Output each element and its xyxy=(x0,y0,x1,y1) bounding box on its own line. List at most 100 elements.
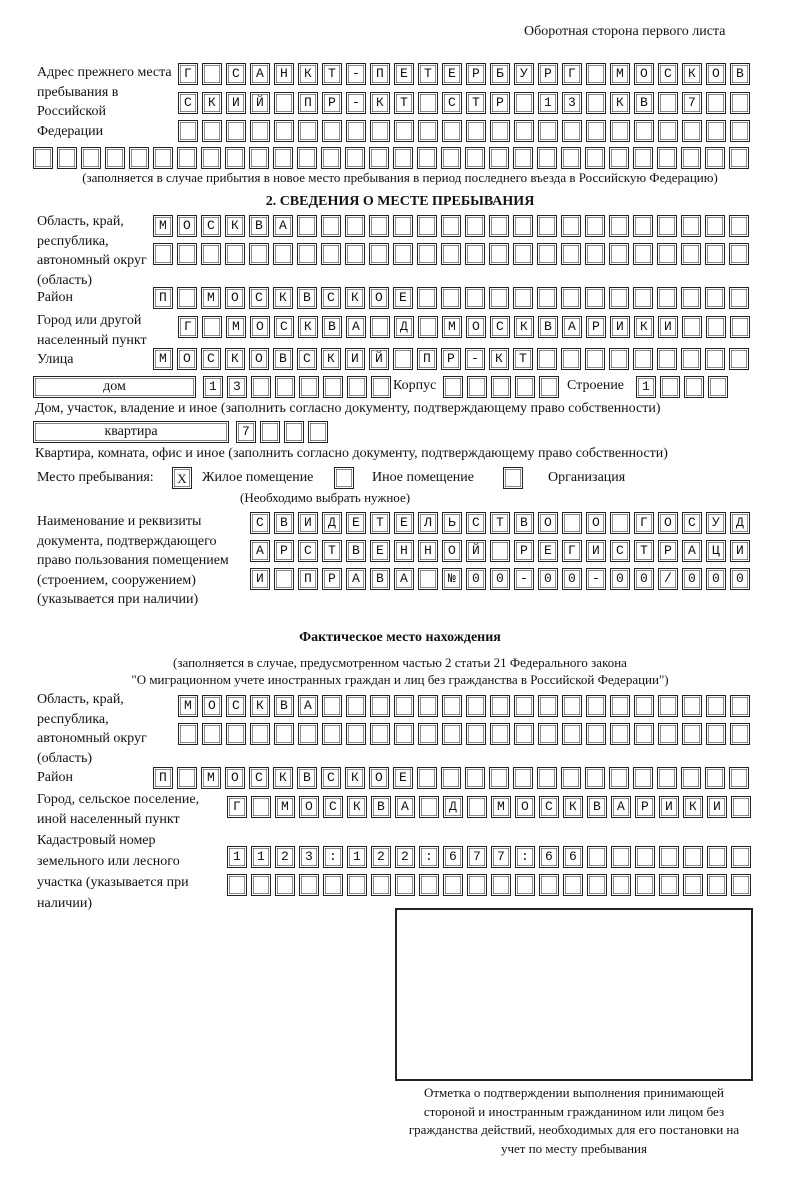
char-cell[interactable] xyxy=(633,215,653,237)
char-cell[interactable] xyxy=(418,92,438,114)
char-cell[interactable] xyxy=(226,723,246,745)
char-cell[interactable] xyxy=(393,215,413,237)
char-cell[interactable] xyxy=(178,92,198,114)
char-cell[interactable] xyxy=(297,287,317,309)
char-cell[interactable] xyxy=(489,348,509,370)
char-cell[interactable] xyxy=(321,767,341,789)
char-cell[interactable] xyxy=(418,540,438,562)
char-cell[interactable] xyxy=(153,243,173,265)
char-cell[interactable] xyxy=(441,767,461,789)
char-cell[interactable] xyxy=(298,512,318,534)
char-cell[interactable] xyxy=(371,846,391,868)
char-cell[interactable] xyxy=(393,348,413,370)
char-cell[interactable] xyxy=(658,723,678,745)
char-cell[interactable] xyxy=(682,63,702,85)
char-cell[interactable] xyxy=(465,767,485,789)
char-cell[interactable] xyxy=(369,147,389,169)
prev-address-row-3[interactable] xyxy=(178,120,754,142)
char-cell[interactable] xyxy=(442,92,462,114)
char-cell[interactable] xyxy=(274,316,294,338)
char-cell[interactable] xyxy=(563,874,583,896)
char-cell[interactable] xyxy=(657,215,677,237)
char-cell[interactable] xyxy=(321,348,341,370)
char-cell[interactable] xyxy=(537,767,557,789)
char-cell[interactable] xyxy=(561,243,581,265)
char-cell[interactable] xyxy=(681,215,701,237)
char-cell[interactable] xyxy=(394,316,414,338)
char-cell[interactable] xyxy=(539,796,559,818)
char-cell[interactable] xyxy=(418,723,438,745)
char-cell[interactable] xyxy=(730,695,750,717)
char-cell[interactable] xyxy=(322,92,342,114)
char-cell[interactable] xyxy=(729,147,749,169)
char-cell[interactable] xyxy=(322,316,342,338)
option-checkbox-other[interactable] xyxy=(334,467,354,489)
char-cell[interactable] xyxy=(465,215,485,237)
char-cell[interactable] xyxy=(682,316,702,338)
char-cell[interactable] xyxy=(394,540,414,562)
char-cell[interactable] xyxy=(322,540,342,562)
char-cell[interactable] xyxy=(203,376,223,398)
char-cell[interactable] xyxy=(706,568,726,590)
char-cell[interactable] xyxy=(227,796,247,818)
char-cell[interactable] xyxy=(730,568,750,590)
char-cell[interactable] xyxy=(705,767,725,789)
char-cell[interactable] xyxy=(299,376,319,398)
char-cell[interactable] xyxy=(322,568,342,590)
char-cell[interactable] xyxy=(681,767,701,789)
char-cell[interactable] xyxy=(249,287,269,309)
char-cell[interactable] xyxy=(611,796,631,818)
char-cell[interactable] xyxy=(202,316,222,338)
char-cell[interactable] xyxy=(515,846,535,868)
char-cell[interactable] xyxy=(513,147,533,169)
char-cell[interactable] xyxy=(347,376,367,398)
char-cell[interactable] xyxy=(707,874,727,896)
char-cell[interactable] xyxy=(369,215,389,237)
char-cell[interactable] xyxy=(731,874,751,896)
char-cell[interactable] xyxy=(562,723,582,745)
char-cell[interactable] xyxy=(250,63,270,85)
char-cell[interactable] xyxy=(705,147,725,169)
char-cell[interactable] xyxy=(610,63,630,85)
char-cell[interactable] xyxy=(562,316,582,338)
char-cell[interactable] xyxy=(178,695,198,717)
char-cell[interactable] xyxy=(633,243,653,265)
char-cell[interactable] xyxy=(251,874,271,896)
char-cell[interactable] xyxy=(539,846,559,868)
char-cell[interactable] xyxy=(346,120,366,142)
char-cell[interactable] xyxy=(201,243,221,265)
char-cell[interactable] xyxy=(634,120,654,142)
char-cell[interactable] xyxy=(730,92,750,114)
document-row-2[interactable]: АРСТВЕННОЙ РЕГИСТРАЦИ xyxy=(250,540,754,562)
char-cell[interactable] xyxy=(514,512,534,534)
building-row[interactable]: 1 xyxy=(636,376,732,398)
char-cell[interactable] xyxy=(298,92,318,114)
char-cell[interactable] xyxy=(251,796,271,818)
char-cell[interactable] xyxy=(609,348,629,370)
house-type-field[interactable]: дом xyxy=(33,376,196,398)
char-cell[interactable] xyxy=(633,348,653,370)
char-cell[interactable] xyxy=(299,846,319,868)
char-cell[interactable] xyxy=(346,540,366,562)
char-cell[interactable] xyxy=(419,846,439,868)
char-cell[interactable] xyxy=(513,767,533,789)
char-cell[interactable] xyxy=(538,512,558,534)
char-cell[interactable] xyxy=(250,512,270,534)
char-cell[interactable] xyxy=(635,846,655,868)
char-cell[interactable] xyxy=(441,215,461,237)
char-cell[interactable] xyxy=(395,846,415,868)
char-cell[interactable] xyxy=(706,540,726,562)
char-cell[interactable] xyxy=(129,147,149,169)
char-cell[interactable] xyxy=(514,540,534,562)
actual-city-row[interactable]: Г МОСКВА Д МОСКВАРИКИ xyxy=(227,796,755,818)
char-cell[interactable] xyxy=(105,147,125,169)
char-cell[interactable] xyxy=(658,512,678,534)
char-cell[interactable] xyxy=(706,92,726,114)
char-cell[interactable] xyxy=(610,316,630,338)
char-cell[interactable] xyxy=(491,846,511,868)
char-cell[interactable] xyxy=(177,243,197,265)
char-cell[interactable] xyxy=(284,421,304,443)
char-cell[interactable] xyxy=(153,215,173,237)
char-cell[interactable] xyxy=(321,215,341,237)
char-cell[interactable] xyxy=(682,92,702,114)
